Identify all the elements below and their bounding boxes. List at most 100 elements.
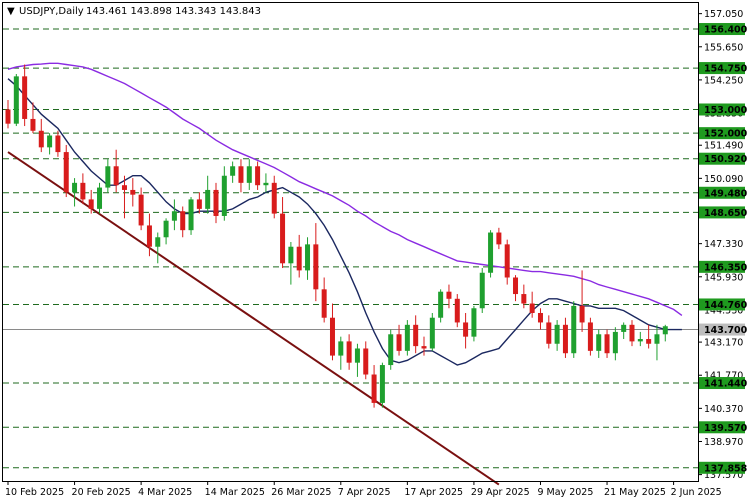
y-tick-label: 138.970 <box>704 437 743 448</box>
candle-body <box>379 365 385 403</box>
candle <box>604 329 610 358</box>
candle <box>205 175 211 214</box>
candle-body <box>288 246 294 264</box>
level-label: 152.000 <box>704 129 747 140</box>
candle-body <box>421 346 427 349</box>
x-tick-label: 2 Jun 2025 <box>671 487 722 498</box>
x-tick-label: 4 Mar 2025 <box>138 487 192 498</box>
candle <box>22 64 28 127</box>
candle-body <box>479 272 485 309</box>
candle-body <box>537 312 543 323</box>
candle <box>255 161 261 190</box>
candle <box>188 197 194 235</box>
y-tick-label: 154.250 <box>704 75 743 86</box>
candle <box>596 329 602 358</box>
candle-body <box>546 322 552 344</box>
y-tick-label: 144.530 <box>704 305 743 316</box>
candle <box>562 317 568 358</box>
candle-body <box>72 182 78 193</box>
candle <box>463 312 469 349</box>
candle <box>438 289 444 323</box>
candle <box>479 268 485 313</box>
candle <box>180 206 186 238</box>
candle <box>471 305 477 342</box>
candle-body <box>280 213 286 264</box>
candle-body <box>246 166 252 183</box>
candle-body <box>637 339 643 342</box>
candle <box>354 343 360 377</box>
x-tick-label: 17 Apr 2025 <box>404 487 463 498</box>
candle-body <box>97 187 103 209</box>
level-label-box <box>699 186 745 199</box>
x-tick-label: 29 Apr 2025 <box>471 487 530 498</box>
candle-body <box>305 244 311 271</box>
candle-body <box>63 152 69 193</box>
y-tick-label: 137.570 <box>704 470 743 481</box>
candle-body <box>454 298 460 323</box>
candle-body <box>271 182 277 214</box>
candle-body <box>596 334 602 351</box>
level-label: 148.650 <box>704 208 747 219</box>
candle-body <box>263 182 269 186</box>
candle <box>371 365 377 408</box>
level-label: 149.480 <box>704 188 747 199</box>
level-label-box <box>699 127 745 140</box>
current-price-label: 143.700 <box>704 325 747 336</box>
candle-body <box>354 348 360 363</box>
candle-body <box>138 194 144 226</box>
candle <box>121 175 127 219</box>
level-label-box <box>699 377 745 390</box>
candle-body <box>446 291 452 299</box>
candle-body <box>5 109 11 124</box>
candle-body <box>429 317 435 349</box>
candle <box>263 173 269 193</box>
candle <box>388 329 394 370</box>
level-label: 154.750 <box>704 64 747 75</box>
candle <box>579 270 585 332</box>
level-label: 146.350 <box>704 262 747 273</box>
candle-body <box>571 305 577 354</box>
candle <box>13 73 19 127</box>
level-label: 137.858 <box>704 463 747 474</box>
candle-body <box>230 166 236 176</box>
candle <box>38 118 44 153</box>
candle <box>321 277 327 323</box>
moving-average-slow <box>7 62 683 316</box>
candle <box>621 322 627 340</box>
candle <box>587 317 593 356</box>
candle <box>230 161 236 183</box>
level-label: 150.920 <box>704 154 747 165</box>
candle-body <box>163 220 169 238</box>
candle-body <box>88 199 94 209</box>
candle <box>629 320 635 347</box>
y-tick-label: 145.930 <box>704 272 743 283</box>
candle <box>363 341 369 380</box>
chart-header: ▼ USDJPY,Daily 143.461 143.898 143.343 1… <box>7 6 261 17</box>
candle-body <box>646 339 652 344</box>
header-menu-glyph[interactable]: ▼ <box>7 6 15 17</box>
candle-body <box>554 324 560 344</box>
candle <box>646 324 652 349</box>
candle-body <box>654 334 660 344</box>
candle-body <box>662 326 668 335</box>
candle-body <box>612 331 618 354</box>
candle-body <box>346 341 352 363</box>
time-axis: 10 Feb 2025 20 Feb 2025 4 Mar 2025 14 Mar 2… <box>5 481 722 498</box>
level-label: 141.440 <box>704 379 747 390</box>
candle <box>30 102 36 134</box>
candle-body <box>438 291 444 318</box>
candle-body <box>404 324 410 351</box>
candle <box>404 320 410 356</box>
candle-body <box>205 189 211 209</box>
candle-body <box>105 166 111 188</box>
candle <box>305 237 311 280</box>
y-tick-label: 157.050 <box>704 9 743 20</box>
candle <box>130 178 136 207</box>
candle-body <box>188 199 194 231</box>
candle-body <box>579 305 585 323</box>
candle <box>163 218 169 245</box>
candle <box>521 284 527 309</box>
candle <box>296 234 302 278</box>
candle-body <box>496 232 502 245</box>
